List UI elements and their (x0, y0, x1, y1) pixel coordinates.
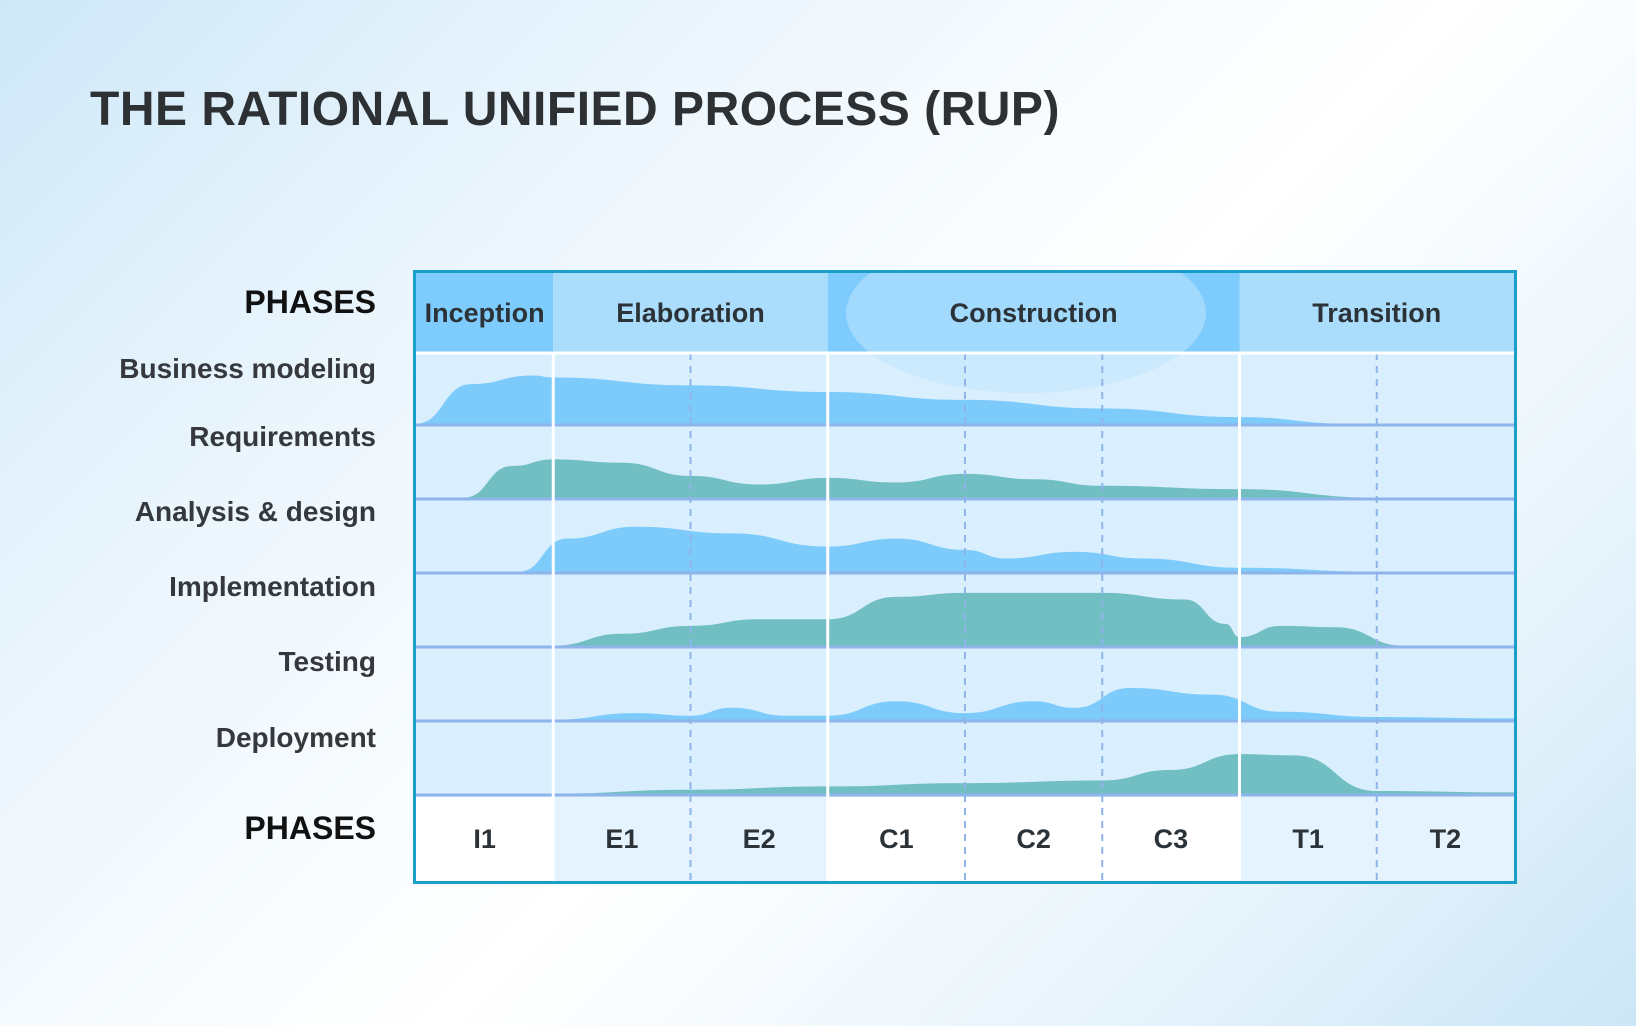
phase-header-bg-transition (1239, 273, 1514, 353)
phases-label-top: PHASES (244, 284, 376, 320)
iteration-bg-6 (1239, 797, 1378, 881)
iteration-t2: T2 (1429, 823, 1462, 854)
iteration-c3: C3 (1153, 823, 1189, 854)
phase-body-bg-inception (416, 353, 554, 797)
iteration-c2: C2 (1016, 823, 1051, 854)
workflow-label-deployment: Deployment (215, 722, 376, 753)
phase-body-bg-construction (827, 353, 1240, 797)
phases-label-bottom: PHASES (244, 810, 376, 846)
workflow-label-analysis-design: Analysis & design (134, 496, 376, 527)
iteration-t1: T1 (1292, 823, 1324, 854)
rup-diagram: Inception Elaboration Construction Trans… (413, 270, 1517, 884)
iteration-c1: C1 (879, 823, 914, 854)
phase-header-bg-elaboration (553, 273, 828, 353)
phase-transition: Transition (1312, 297, 1442, 328)
phase-inception: Inception (424, 297, 545, 328)
iteration-bg-4 (965, 797, 1103, 881)
iteration-bg-3 (827, 797, 966, 881)
iteration-e2: E2 (742, 823, 776, 854)
workflow-label-testing: Testing (278, 646, 376, 677)
phase-header-bg-inception (416, 273, 554, 353)
header-glow (846, 273, 1206, 393)
phase-elaboration: Elaboration (616, 297, 765, 328)
workflow-label-requirements: Requirements (189, 421, 376, 452)
iteration-bg-0 (416, 797, 554, 881)
iteration-bg-7 (1376, 797, 1514, 881)
workflow-chart (416, 273, 1514, 881)
workflow-label-business-modeling: Business modeling (119, 353, 376, 384)
iteration-e1: E1 (605, 823, 639, 854)
iteration-bg-2 (690, 797, 829, 881)
page-title: THE RATIONAL UNIFIED PROCESS (RUP) (90, 83, 1060, 136)
iteration-bg-5 (1102, 797, 1240, 881)
phase-construction: Construction (949, 297, 1118, 328)
workflow-area-0 (416, 375, 1514, 425)
workflow-label-implementation: Implementation (169, 571, 376, 602)
iteration-bg-1 (553, 797, 691, 881)
iteration-i1: I1 (473, 823, 496, 854)
